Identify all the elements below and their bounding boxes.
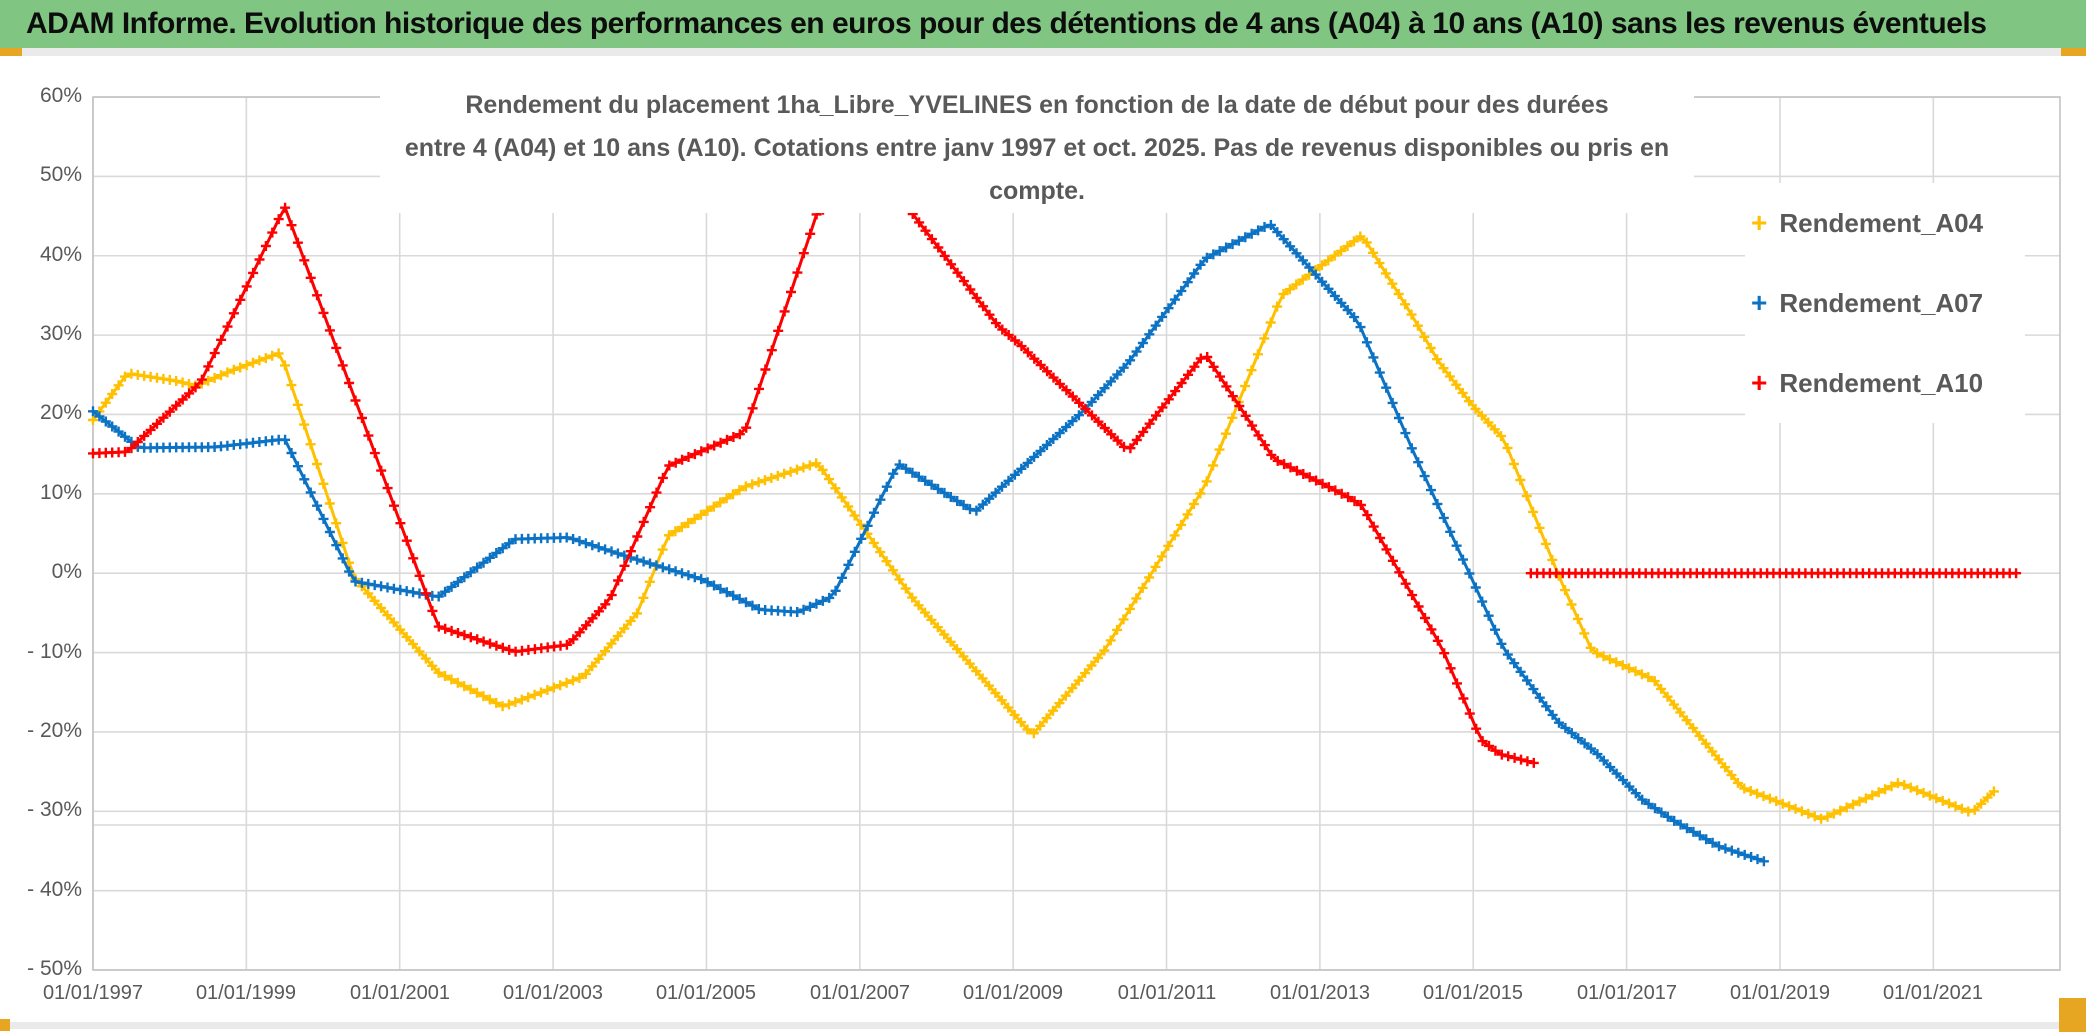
y-tick-m50: - 50% — [27, 957, 82, 980]
x-tick-2013: 01/01/2013 — [1269, 982, 1371, 1004]
y-tick-m40: - 40% — [27, 878, 82, 901]
chart-title: Rendement du placement 1ha_Libre_YVELINE… — [380, 84, 1694, 213]
y-tick-m30: - 30% — [27, 798, 82, 821]
legend-label-a07: Rendement_A07 — [1779, 287, 1984, 318]
chart-legend: + Rendement_A04 + Rendement_A07 + Rendem… — [1745, 183, 2025, 423]
y-tick-40: 40% — [39, 243, 82, 266]
x-tick-2003: 01/01/2003 — [502, 982, 604, 1004]
y-tick-30: 30% — [39, 322, 82, 345]
legend-label-a04: Rendement_A04 — [1779, 207, 1984, 238]
banner-title: ADAM Informe. Evolution historique des p… — [26, 7, 1987, 40]
x-tick-2017: 01/01/2017 — [1576, 982, 1678, 1004]
x-tick-1997: 01/01/1997 — [42, 982, 144, 1004]
x-tick-2009: 01/01/2009 — [962, 982, 1064, 1004]
chart-title-line2: entre 4 (A04) et 10 ans (A10). Cotations… — [404, 134, 1670, 205]
x-tick-2007: 01/01/2007 — [809, 982, 911, 1004]
plus-marker-icon: + — [1751, 287, 1768, 318]
y-tick-0: 0% — [51, 560, 82, 583]
bottom-strip — [0, 1022, 2086, 1029]
y-tick-60: 60% — [39, 84, 82, 107]
chart-title-line1: Rendement du placement 1ha_Libre_YVELINE… — [465, 91, 1609, 119]
plus-marker-icon: + — [1751, 207, 1768, 238]
x-tick-2021: 01/01/2021 — [1882, 982, 1984, 1004]
y-tick-m20: - 20% — [27, 719, 82, 742]
y-tick-50: 50% — [39, 163, 82, 186]
accent-top-left — [0, 48, 22, 56]
x-tick-1999: 01/01/1999 — [195, 982, 297, 1004]
legend-item-a04[interactable]: + Rendement_A04 — [1745, 183, 2025, 263]
accent-top-right — [2061, 48, 2086, 56]
x-tick-2019: 01/01/2019 — [1729, 982, 1831, 1004]
accent-bottom-right — [2059, 998, 2086, 1032]
y-tick-10: 10% — [39, 481, 82, 504]
x-tick-2011: 01/01/2011 — [1117, 982, 1217, 1004]
legend-item-a10[interactable]: + Rendement_A10 — [1745, 343, 2025, 423]
x-tick-2005: 01/01/2005 — [655, 982, 757, 1004]
legend-label-a10: Rendement_A10 — [1779, 367, 1984, 398]
y-tick-m10: - 10% — [27, 640, 82, 663]
y-tick-20: 20% — [39, 401, 82, 424]
legend-item-a07[interactable]: + Rendement_A07 — [1745, 263, 2025, 343]
x-tick-2001: 01/01/2001 — [349, 982, 451, 1004]
plus-marker-icon: + — [1751, 367, 1768, 398]
x-tick-2015: 01/01/2015 — [1422, 982, 1524, 1004]
banner: ADAM Informe. Evolution historique des p… — [0, 0, 2086, 48]
top-strip — [0, 48, 2086, 56]
accent-bottom-left — [0, 1019, 10, 1031]
